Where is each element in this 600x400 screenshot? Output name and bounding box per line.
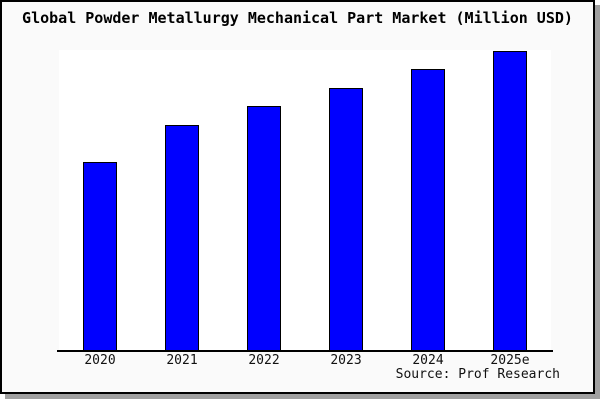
bar-2023 xyxy=(329,88,363,351)
x-tick-label-2021: 2021 xyxy=(166,353,198,368)
bar-2020 xyxy=(83,162,117,351)
plot-area xyxy=(59,50,551,351)
x-tick-label-2025e: 2025e xyxy=(490,353,530,368)
x-tick-label-2022: 2022 xyxy=(248,353,280,368)
bar-2022 xyxy=(247,106,281,351)
bar-2025e xyxy=(493,51,527,351)
bar-2024 xyxy=(411,69,445,351)
x-tick-label-2023: 2023 xyxy=(330,353,362,368)
chart-title: Global Powder Metallurgy Mechanical Part… xyxy=(22,9,573,27)
x-tick-label-2024: 2024 xyxy=(412,353,444,368)
source-credit: Source: Prof Research xyxy=(395,367,560,382)
x-tick-label-2020: 2020 xyxy=(84,353,116,368)
x-axis-line xyxy=(57,350,553,352)
bar-2021 xyxy=(165,125,199,351)
